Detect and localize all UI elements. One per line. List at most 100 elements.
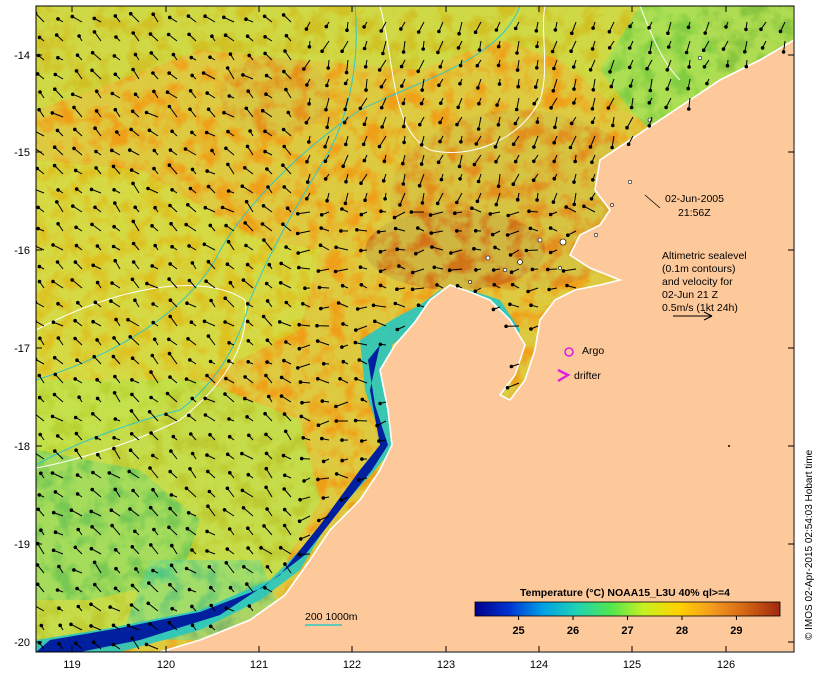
velocity-arrow-head: [284, 87, 288, 92]
velocity-arrow-head: [552, 140, 557, 145]
velocity-arrow-head: [472, 246, 476, 251]
velocity-arrow: [132, 69, 140, 80]
velocity-arrow-head: [321, 361, 326, 366]
velocity-arrow: [360, 173, 368, 184]
velocity-arrow-head: [55, 588, 60, 592]
velocity-arrow-head: [341, 359, 346, 364]
velocity-arrow-head: [111, 354, 116, 359]
velocity-arrow-head: [364, 88, 368, 92]
velocity-arrow-head: [436, 160, 441, 165]
velocity-arrow-head: [360, 397, 365, 402]
velocity-arrow-head: [111, 164, 116, 169]
velocity-arrow-head: [75, 492, 80, 496]
velocity-arrow-head: [687, 65, 691, 69]
velocity-arrow-head: [263, 35, 267, 39]
velocity-arrow-head: [392, 215, 397, 220]
velocity-arrow-head: [296, 366, 300, 370]
velocity-arrow-head: [265, 338, 270, 343]
land-mass: [159, 6, 794, 652]
velocity-arrow: [241, 453, 254, 460]
velocity-arrow: [243, 507, 254, 517]
velocity-arrow-head: [548, 212, 553, 217]
colorbar-tick-label: 25: [512, 625, 524, 637]
velocity-arrow-head: [113, 72, 118, 77]
velocity-arrow: [94, 562, 102, 574]
velocity-arrow-head: [151, 320, 155, 325]
velocity-arrow-head: [186, 14, 191, 18]
velocity-arrow: [52, 244, 64, 251]
velocity-arrow: [90, 510, 102, 517]
velocity-arrow-head: [50, 111, 55, 115]
velocity-arrow-head: [168, 314, 172, 319]
velocity-arrow: [36, 12, 45, 23]
velocity-arrow-head: [130, 636, 134, 641]
velocity-arrow: [321, 40, 330, 52]
velocity-arrow-head: [666, 45, 671, 49]
velocity-arrow-head: [207, 565, 212, 569]
velocity-arrow-head: [241, 73, 245, 77]
velocity-arrow: [297, 211, 311, 215]
velocity-arrow-head: [151, 71, 155, 75]
velocity-arrow: [686, 40, 691, 53]
velocity-arrow-head: [297, 552, 302, 557]
velocity-arrow: [224, 393, 235, 403]
velocity-arrow-head: [283, 429, 288, 434]
velocity-arrow-head: [286, 110, 291, 115]
velocity-arrow-head: [131, 488, 135, 493]
velocity-arrow-head: [362, 25, 366, 29]
velocity-arrow: [242, 489, 254, 498]
velocity-arrow-head: [476, 86, 480, 90]
velocity-arrow-head: [151, 453, 155, 458]
velocity-arrow-head: [279, 261, 284, 266]
velocity-arrow-head: [53, 530, 58, 535]
velocity-arrow-head: [340, 49, 344, 54]
velocity-arrow-head: [419, 143, 424, 147]
velocity-arrow-head: [50, 414, 55, 419]
velocity-arrow-head: [133, 529, 137, 534]
velocity-arrow-head: [126, 623, 131, 628]
velocity-arrow-head: [111, 623, 116, 628]
velocity-arrow-head: [225, 262, 230, 267]
velocity-arrow-head: [378, 283, 383, 288]
velocity-arrow: [280, 547, 292, 555]
velocity-arrow-head: [189, 320, 194, 325]
velocity-arrow: [169, 353, 178, 365]
velocity-arrow-head: [55, 128, 60, 133]
velocity-arrow-head: [591, 178, 595, 182]
velocity-arrow-head: [438, 65, 443, 69]
velocity-arrow: [611, 135, 615, 148]
velocity-arrow-head: [92, 560, 97, 565]
velocity-arrow-head: [203, 14, 207, 19]
velocity-arrow: [318, 420, 330, 426]
velocity-arrow-head: [112, 54, 117, 58]
velocity-arrow-head: [334, 404, 338, 409]
velocity-arrow-head: [228, 585, 233, 590]
velocity-arrow-head: [497, 82, 502, 86]
velocity-arrow-head: [107, 471, 112, 475]
velocity-arrow-head: [241, 278, 246, 282]
velocity-arrow-head: [187, 587, 192, 592]
velocity-arrow-head: [245, 319, 250, 324]
velocity-arrow-head: [247, 604, 252, 608]
velocity-arrow-head: [51, 243, 55, 247]
velocity-arrow: [346, 59, 349, 73]
velocity-arrow-head: [89, 624, 93, 628]
velocity-arrow-head: [528, 226, 533, 231]
velocity-arrow-head: [263, 586, 267, 590]
velocity-arrow-head: [590, 107, 595, 111]
velocity-arrow: [365, 78, 368, 91]
velocity-arrow-head: [206, 504, 210, 509]
velocity-arrow-head: [402, 140, 406, 145]
velocity-arrow: [72, 205, 83, 213]
velocity-arrow: [207, 505, 216, 517]
velocity-arrow-head: [533, 85, 538, 89]
velocity-arrow: [281, 376, 292, 384]
velocity-arrow-head: [226, 129, 230, 134]
velocity-arrow-head: [113, 487, 118, 492]
lon-tick-label: 125: [623, 659, 641, 671]
velocity-arrow-head: [69, 622, 73, 627]
velocity-arrow-head: [645, 66, 649, 71]
velocity-arrow-head: [340, 345, 344, 349]
velocity-arrow-head: [186, 203, 190, 207]
velocity-arrow: [418, 21, 425, 33]
